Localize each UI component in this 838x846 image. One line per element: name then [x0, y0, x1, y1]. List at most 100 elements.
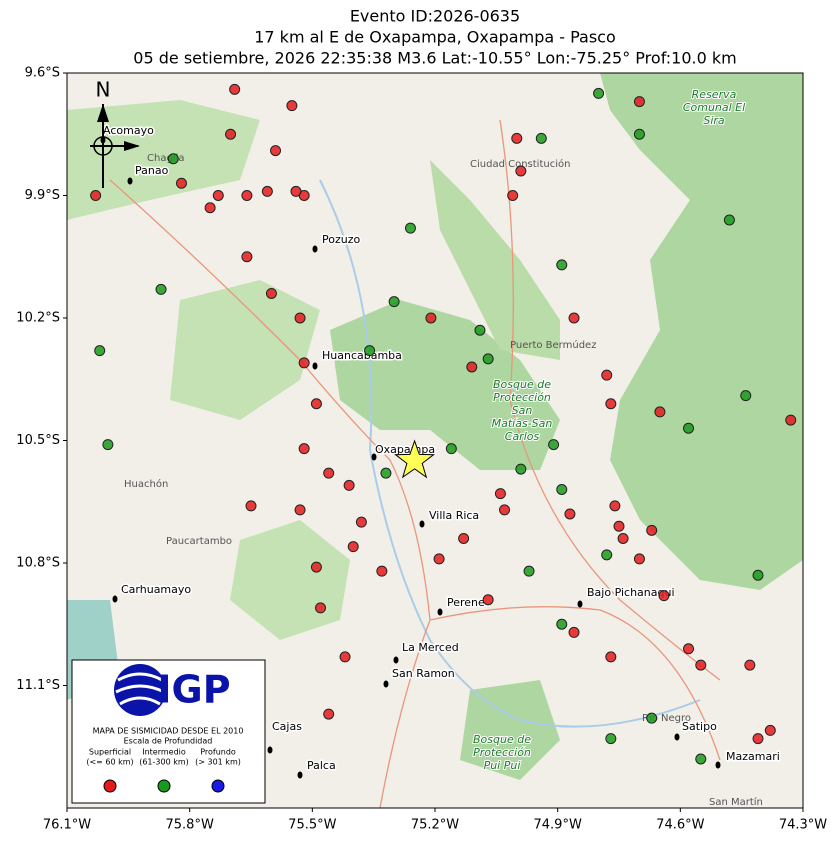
- earthquake: [323, 708, 335, 720]
- town-marker: [393, 656, 399, 664]
- y-tick-label: 10.2°S: [16, 311, 60, 326]
- earthquake: [613, 520, 625, 532]
- earthquake: [310, 398, 322, 410]
- earthquake: [290, 185, 302, 197]
- town-label: Pozuzo: [322, 233, 360, 246]
- epicenter: [394, 439, 436, 479]
- legend-marker: [157, 779, 171, 793]
- town-label: Perene: [447, 596, 485, 609]
- earthquake: [315, 602, 327, 614]
- earthquake: [548, 439, 560, 451]
- earthquake: [523, 565, 535, 577]
- town-label: Bajo Pichanaqui: [587, 586, 675, 599]
- earthquake: [404, 222, 416, 234]
- y-tick-label: 9.6°S: [25, 66, 60, 81]
- logo-text: IGP: [157, 668, 230, 712]
- forest: [67, 100, 260, 220]
- logo-lines: [115, 672, 165, 706]
- earthquake: [593, 87, 605, 99]
- earthquake: [286, 100, 298, 112]
- earthquake: [482, 594, 494, 606]
- forest: [460, 680, 560, 780]
- earthquake: [764, 724, 776, 736]
- earthquake: [90, 190, 102, 201]
- earthquake: [355, 516, 367, 528]
- earthquake: [298, 357, 310, 369]
- earthquake: [241, 190, 253, 201]
- x-tick-label: 75.5°W: [288, 818, 336, 833]
- earthquake: [261, 185, 273, 197]
- town-marker: [371, 453, 377, 461]
- earthquake: [744, 659, 756, 671]
- road: [429, 606, 721, 761]
- y-tick-label: 10.5°S: [16, 433, 60, 448]
- park-label: Bosque de Protección Pui Pui: [473, 733, 531, 772]
- place-label: Chaglla: [147, 153, 184, 164]
- forest: [170, 280, 320, 420]
- town-marker: [312, 362, 318, 370]
- earthquake: [466, 361, 478, 373]
- earthquake: [364, 345, 376, 357]
- town-marker: [127, 177, 133, 185]
- town-label: Huancabamba: [322, 349, 402, 362]
- earthquake: [94, 345, 106, 357]
- earthquake: [294, 504, 306, 516]
- place-label: Huachón: [124, 478, 168, 490]
- town-marker: [715, 761, 721, 769]
- earthquake: [564, 508, 576, 520]
- earthquake: [633, 553, 645, 565]
- earthquake: [633, 96, 645, 108]
- town-marker: [674, 733, 680, 741]
- earthquake: [265, 288, 277, 299]
- earthquake: [323, 467, 335, 479]
- earthquake: [310, 561, 322, 573]
- earthquake: [683, 643, 695, 655]
- earthquake: [347, 541, 359, 553]
- legend-marker: [211, 779, 225, 793]
- town-label: San Ramon: [392, 667, 455, 680]
- earthquake: [658, 590, 670, 602]
- earthquake: [433, 553, 445, 565]
- town-label: Mazamari: [726, 750, 780, 763]
- earthquake: [723, 214, 735, 226]
- earthquake: [515, 165, 527, 177]
- arrow-head: [97, 104, 109, 122]
- legend-title: MAPA DE SISMICIDAD DESDE EL 2010: [93, 727, 244, 736]
- earthquake: [294, 312, 306, 324]
- chart-title: 17 km al E de Oxapampa, Oxapampa - Pasco: [254, 28, 616, 47]
- chart-title: Evento ID:2026-0635: [350, 7, 520, 26]
- legend-marker: [103, 779, 117, 793]
- legend-range: (> 301 km): [195, 758, 241, 767]
- town-label: Carhuamayo: [121, 583, 191, 596]
- legend-label: Superficial: [89, 748, 131, 757]
- place-label: Puerto Bermúdez: [510, 339, 596, 351]
- earthquake: [245, 500, 257, 512]
- earthquake: [155, 283, 167, 295]
- town-marker: [312, 245, 318, 253]
- forest: [330, 300, 560, 470]
- arrow-head: [124, 141, 140, 151]
- earthquake: [568, 312, 580, 324]
- earthquake: [229, 83, 241, 95]
- forest: [600, 73, 803, 590]
- town-marker: [577, 600, 583, 608]
- north-arrow: N: [90, 78, 140, 188]
- town-label: Palca: [307, 759, 336, 772]
- earthquake: [270, 145, 282, 157]
- town-label: Panao: [135, 164, 169, 177]
- y-tick-label: 11.1°S: [16, 678, 60, 693]
- compass-ring: [93, 136, 113, 156]
- legend-label: Profundo: [200, 748, 236, 757]
- town-marker: [383, 680, 389, 688]
- earthquake: [167, 153, 179, 165]
- earthquake: [507, 190, 519, 201]
- town-marker: [297, 771, 303, 779]
- earthquake: [535, 132, 547, 144]
- road: [109, 179, 431, 808]
- data-layer: Ciudad Constitución Puerto Bermúdez Huachó…: [90, 83, 797, 808]
- x-tick-label: 74.3°W: [779, 818, 827, 833]
- earthquake: [752, 733, 764, 745]
- legend-box: [71, 659, 266, 804]
- earthquake: [458, 533, 470, 544]
- town-label: Cajas: [272, 720, 302, 733]
